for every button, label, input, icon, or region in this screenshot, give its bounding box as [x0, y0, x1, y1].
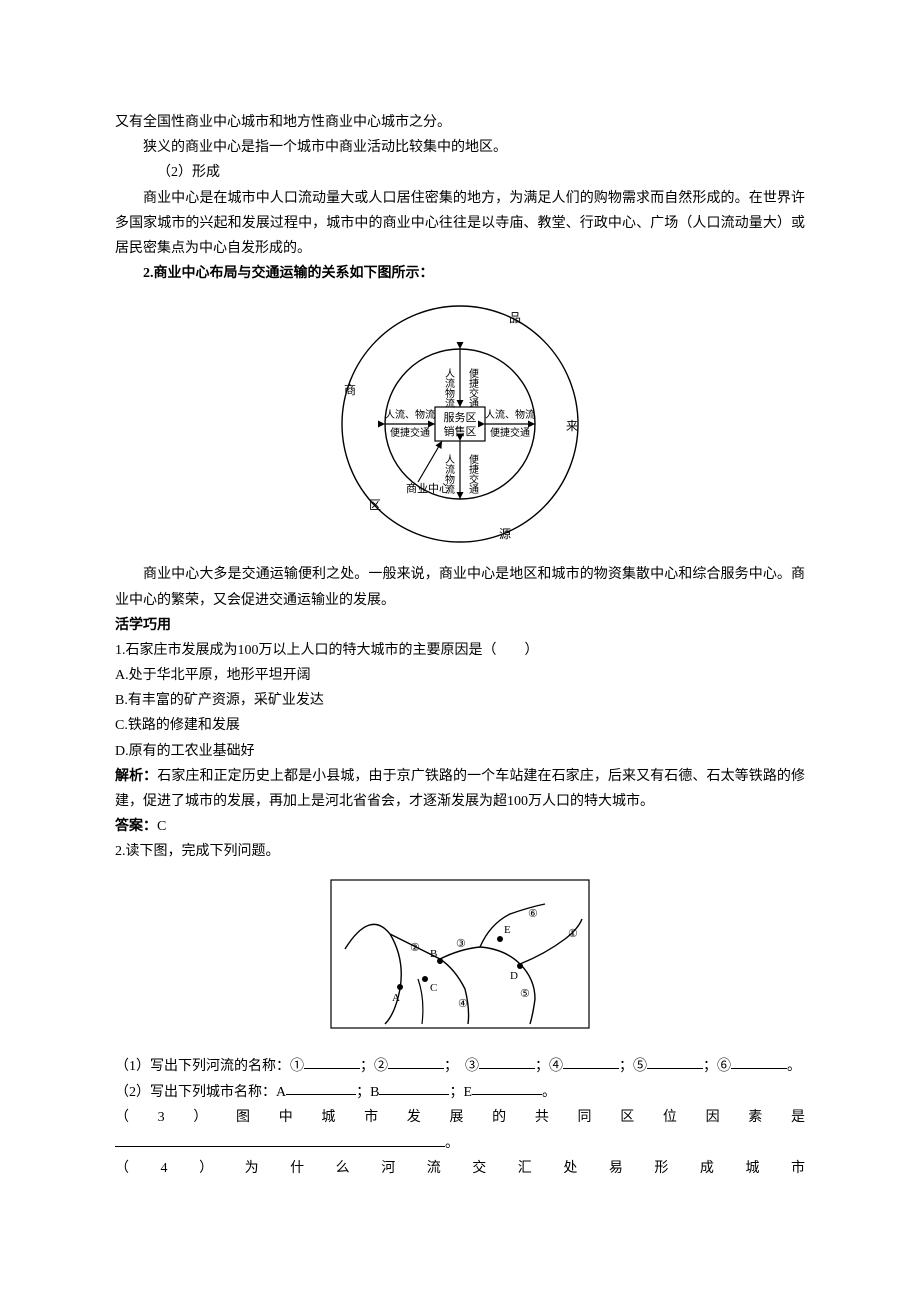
diagram-top-l2: 便捷交通 — [467, 367, 479, 408]
diagram-top-l1: 人流物流 — [443, 368, 455, 409]
blank — [115, 1130, 445, 1147]
map-c1: ① — [568, 928, 578, 940]
text-line-4: 商业中心是在城市中人口流动量大或人口居住密集的地方，为满足人们的购物需求而自然形… — [115, 186, 805, 262]
blank — [647, 1053, 703, 1070]
q2-s2-sepB: ；B — [356, 1084, 379, 1099]
q1-optA: A.处于华北平原，地形平坦开阔 — [115, 663, 805, 688]
after-diagram-text: 商业中心大多是交通运输便利之处。一般来说，商业中心是地区和城市的物资集散中心和综… — [115, 562, 805, 612]
q2-s2: （2）写出下列城市名称：A ；B ；E 。 — [115, 1079, 805, 1105]
q2-s1-pre: （1）写出下列河流的名称：① — [115, 1058, 304, 1073]
commerce-diagram: 服务区 销售区 品 商 来 源 区 商业中心 人流物流 便捷交通 人流物流 便捷… — [115, 294, 805, 554]
q1-daan-label: 答案： — [115, 819, 157, 834]
q2-s1-end: 。 — [787, 1058, 801, 1073]
q1-daan-text: C — [157, 819, 166, 834]
blank — [379, 1079, 449, 1096]
blank — [731, 1053, 787, 1070]
diagram-right-l2: 便捷交通 — [490, 426, 530, 439]
q2-s2-pre: （2）写出下列城市名称：A — [115, 1084, 286, 1099]
q2-s1-sep5: ；⑤ — [619, 1058, 647, 1073]
diagram-outer-bottom: 源 — [499, 527, 511, 541]
map-c6: ⑥ — [528, 908, 538, 920]
text-line-2: 狭义的商业中心是指一个城市中商业活动比较集中的地区。 — [115, 135, 805, 160]
q2-s1: （1）写出下列河流的名称：① ；② ； ③ ；④ ；⑤ ；⑥ 。 — [115, 1053, 805, 1079]
blank — [563, 1053, 619, 1070]
diagram-left-l1: 人流、物流 — [385, 408, 435, 421]
map-E: E — [504, 924, 511, 936]
q1-jiexi-text: 石家庄和正定历史上都是小县城，由于京广铁路的一个车站建在石家庄，后来又有石德、石… — [115, 769, 805, 809]
diagram-outer-top: 品 — [509, 311, 521, 325]
diagram-outer-right: 来 — [566, 419, 578, 433]
diagram-outer-left: 商 — [344, 382, 356, 397]
q2-s1-sep3: ； ③ — [444, 1058, 479, 1073]
heading-2: 2.商业中心布局与交通运输的关系如下图所示： — [115, 261, 805, 286]
q2-s2-end: 。 — [542, 1084, 556, 1099]
map-c3: ③ — [456, 938, 466, 950]
river-map: ① ② ③ ④ ⑤ ⑥ A B C D E — [115, 879, 805, 1029]
commerce-diagram-svg: 服务区 销售区 品 商 来 源 区 商业中心 人流物流 便捷交通 人流物流 便捷… — [310, 294, 610, 554]
q2-s3-line1: （3）图中城市发展的共同区位因素是 — [115, 1105, 805, 1130]
q2-s4-pre: （4）为什么河流交汇处易形成城市 — [115, 1161, 805, 1176]
blank — [472, 1079, 542, 1096]
q2-s3-line2: 。 — [115, 1130, 805, 1156]
diagram-left-l2: 便捷交通 — [390, 426, 430, 439]
text-line-1: 又有全国性商业中心城市和地方性商业中心城市之分。 — [115, 110, 805, 135]
q2-s4: （4）为什么河流交汇处易形成城市 — [115, 1156, 805, 1181]
map-A: A — [392, 992, 400, 1004]
diagram-right-l1: 人流、物流 — [485, 408, 535, 421]
q1-daan: 答案：C — [115, 814, 805, 839]
diagram-center-bottom: 销售区 — [444, 424, 477, 438]
diagram-outer-bl: 区 — [369, 498, 381, 512]
map-C: C — [430, 982, 437, 994]
map-c5: ⑤ — [520, 988, 530, 1000]
blank — [286, 1079, 356, 1096]
q2-s3-end: 。 — [445, 1136, 459, 1151]
q2-s1-sep6: ；⑥ — [703, 1058, 731, 1073]
q2-stem: 2.读下图，完成下列问题。 — [115, 839, 805, 864]
map-B: B — [430, 948, 437, 960]
q2-s1-sep2: ；② — [360, 1058, 388, 1073]
q1-optD: D.原有的工农业基础好 — [115, 739, 805, 764]
diagram-center-top: 服务区 — [444, 411, 477, 424]
q2-s2-sepE: ；E — [449, 1084, 472, 1099]
text-line-3: （2）形成 — [115, 160, 805, 185]
blank — [388, 1053, 444, 1070]
q1-optC: C.铁路的修建和发展 — [115, 713, 805, 738]
q2-s1-sep4: ；④ — [535, 1058, 563, 1073]
map-D: D — [510, 970, 518, 982]
q1-jiexi: 解析：石家庄和正定历史上都是小县城，由于京广铁路的一个车站建在石家庄，后来又有石… — [115, 764, 805, 814]
q2-s3-pre: （3）图中城市发展的共同区位因素是 — [115, 1110, 805, 1125]
map-c2: ② — [410, 942, 420, 954]
blank — [304, 1053, 360, 1070]
q1-stem: 1.石家庄市发展成为100万以上人口的特大城市的主要原因是（ ） — [115, 638, 805, 663]
diagram-bot-l1: 人流物流 — [443, 454, 455, 495]
q1-optB: B.有丰富的矿产资源，采矿业发达 — [115, 688, 805, 713]
blank — [479, 1053, 535, 1070]
section-huoxue: 活学巧用 — [115, 613, 805, 638]
q1-jiexi-label: 解析： — [115, 769, 157, 784]
diagram-bot-l2: 便捷交通 — [467, 453, 479, 494]
map-c4: ④ — [458, 998, 468, 1010]
river-map-svg: ① ② ③ ④ ⑤ ⑥ A B C D E — [330, 879, 590, 1029]
